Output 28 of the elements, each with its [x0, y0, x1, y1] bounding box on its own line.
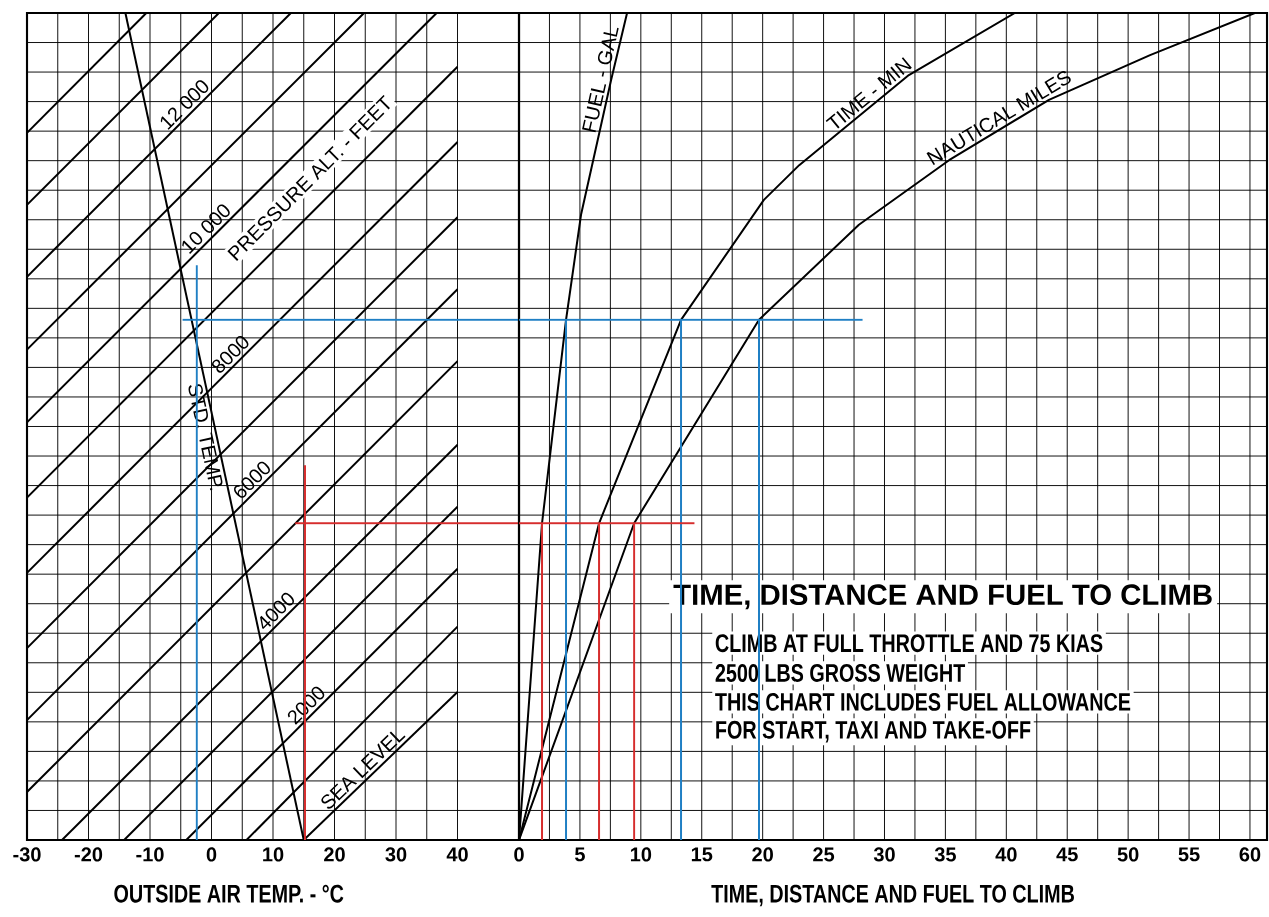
- x-tick-label: 25: [813, 847, 835, 862]
- x-tick-label: 20: [752, 847, 773, 862]
- x-tick-label: 40: [446, 847, 468, 862]
- x-tick-label: 40: [995, 847, 1017, 862]
- x-axis-title: OUTSIDE AIR TEMP. - °C: [114, 884, 344, 903]
- x-tick-label: 50: [1117, 847, 1139, 862]
- x-tick-label: 15: [691, 847, 713, 862]
- annotation: THIS CHART INCLUDES FUEL ALLOWANCE: [715, 692, 1131, 711]
- x-tick-label: 10: [630, 847, 652, 862]
- x-tick-label: -10: [136, 847, 164, 862]
- annotation: 2500 LBS GROSS WEIGHT: [715, 663, 966, 682]
- x-tick-label: 10: [263, 847, 284, 862]
- text: 12 000: [160, 80, 209, 130]
- x-tick-label: 5: [574, 847, 585, 862]
- x-tick-label: 30: [873, 847, 895, 862]
- x-tick-label: 45: [1056, 847, 1078, 862]
- x-tick-label: 0: [514, 847, 524, 862]
- x-tick-label: 55: [1178, 847, 1200, 862]
- x-tick-label: -20: [74, 847, 103, 862]
- x-tick-label: 35: [934, 847, 956, 862]
- x-tick-label: 0: [206, 847, 217, 862]
- x-tick-label: 20: [324, 847, 345, 862]
- annotation: FOR START, TAXI AND TAKE-OFF: [716, 720, 1031, 743]
- x-tick-label: 60: [1239, 847, 1261, 862]
- x-tick-label: 30: [385, 847, 407, 862]
- x-tick-label: -30: [13, 847, 41, 862]
- text: FUEL - GAL: [582, 27, 619, 133]
- x-axis-title: TIME, DISTANCE AND FUEL TO CLIMB: [711, 884, 1074, 907]
